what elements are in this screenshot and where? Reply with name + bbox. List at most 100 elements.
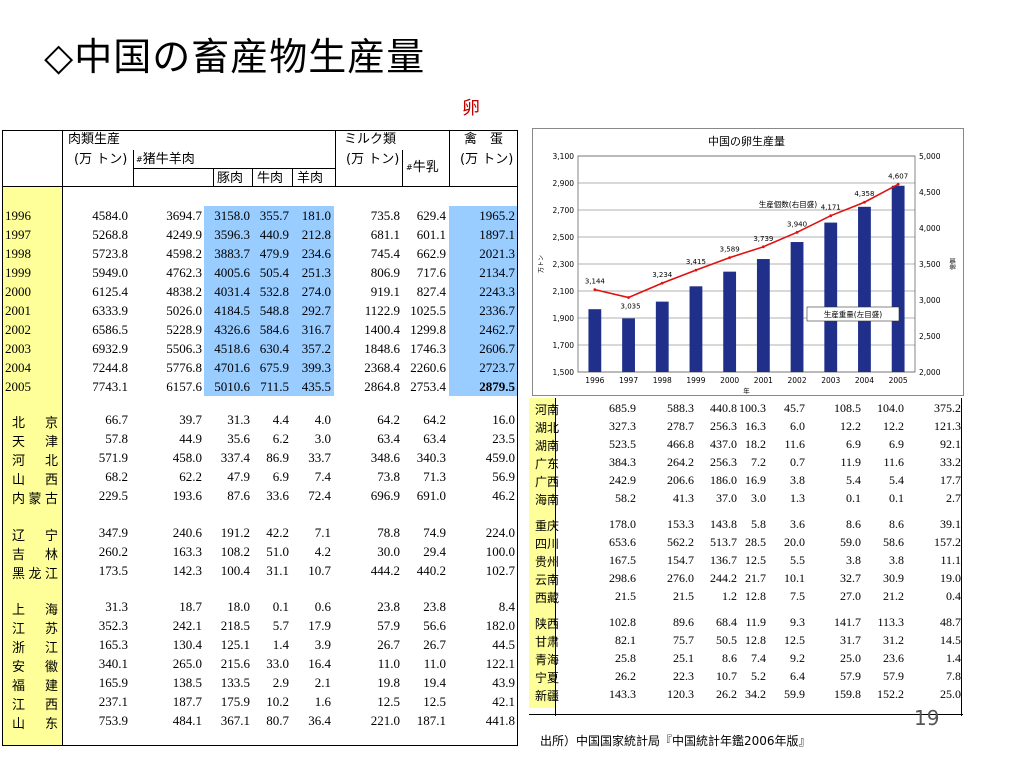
table-cell: 36.4 — [308, 713, 331, 728]
table-cell: 2368.4 — [364, 360, 400, 375]
table-cell: 630.4 — [259, 341, 289, 356]
table-cell: 102.8 — [609, 615, 636, 629]
row-label: 海南 — [535, 493, 560, 507]
row-label: 安徽 — [12, 659, 58, 674]
table-cell: 6333.9 — [92, 303, 128, 318]
row-label: 山西 — [12, 472, 58, 487]
right-table: 河南 685.9 588.3 440.8 100.3 45.7 108.5 104.0 375.… — [529, 398, 963, 716]
table-cell: 2134.7 — [479, 265, 515, 280]
row-label: 青海 — [535, 653, 560, 667]
data-label: 4,607 — [888, 172, 908, 180]
x-tick-label: 1997 — [619, 376, 638, 385]
table-cell: 399.3 — [301, 360, 331, 375]
table-cell: 0.1 — [272, 599, 289, 614]
table-cell: 1.4 — [946, 651, 961, 665]
bar — [689, 286, 703, 372]
table-row: 陕西 102.8 89.6 68.4 11.9 9.3 141.7 113.3 48.7 — [529, 614, 963, 632]
table-cell: 130.4 — [172, 637, 202, 652]
row-label: 山东 — [12, 716, 58, 731]
chart-title: 中国の卵生産量 — [708, 134, 785, 148]
table-cell: 63.4 — [377, 431, 400, 446]
x-tick-label: 1998 — [653, 376, 672, 385]
bar — [655, 301, 669, 372]
row-label: 1999 — [5, 265, 31, 280]
table-cell: 437.0 — [710, 437, 737, 451]
table-cell: 56.9 — [492, 469, 515, 484]
table-cell: 187.1 — [416, 713, 446, 728]
table-cell: 711.5 — [260, 379, 289, 394]
milk-unit: (万 トン) — [346, 152, 400, 167]
line-point — [896, 182, 900, 186]
table-cell: 66.7 — [105, 412, 128, 427]
table-cell: 39.7 — [179, 412, 202, 427]
table-cell: 20.0 — [784, 535, 805, 549]
row-label: 2001 — [5, 303, 31, 318]
table-cell: 120.3 — [667, 687, 694, 701]
table-cell: 10.1 — [784, 571, 805, 585]
table-cell: 4326.6 — [214, 322, 250, 337]
table-cell: 22.3 — [673, 669, 694, 683]
y-left-tick-label: 2,500 — [553, 233, 575, 242]
table-cell: 675.9 — [259, 360, 289, 375]
table-cell: 562.2 — [667, 535, 694, 549]
y-left-axis-label: 万トン — [538, 255, 545, 273]
table-cell: 51.0 — [266, 544, 289, 559]
table-cell: 11.0 — [377, 656, 400, 671]
table-row: 新疆 143.3 120.3 26.2 34.2 59.9 159.8 152.2 25.0 — [529, 686, 963, 704]
bar-series-label: 生産重量(左目盛) — [824, 309, 882, 319]
table-cell: 367.1 — [220, 713, 250, 728]
row-label: 上海 — [12, 602, 58, 617]
table-cell: 2336.7 — [479, 303, 515, 318]
table-row: 广西 242.9 206.6 186.0 16.9 3.8 5.4 5.4 17.7 — [529, 472, 963, 490]
table-row: 青海 25.8 25.1 8.6 7.4 9.2 25.0 23.6 1.4 — [529, 650, 963, 668]
table-cell: 206.6 — [667, 473, 694, 487]
table-cell: 696.9 — [370, 488, 400, 503]
table-cell: 484.1 — [172, 713, 202, 728]
table-cell: 57.9 — [377, 618, 400, 633]
table-cell: 264.2 — [667, 455, 694, 469]
row-label: 江苏 — [12, 621, 58, 636]
line-point — [795, 230, 799, 234]
x-axis-label: 年 — [743, 386, 750, 395]
table-cell: 4584.0 — [92, 208, 128, 223]
slide-title: ◇中国の畜産物生産量 — [44, 35, 426, 79]
pig-cattle-sheep-header: 猪牛羊肉 — [142, 152, 195, 167]
table-cell: 292.7 — [301, 303, 331, 318]
table-cell: 3.0 — [751, 491, 766, 505]
table-cell: 74.9 — [423, 525, 446, 540]
table-cell: 34.2 — [745, 687, 766, 701]
table-cell: 182.0 — [485, 618, 515, 633]
table-cell: 1.2 — [722, 589, 737, 603]
table-cell: 167.5 — [609, 553, 636, 567]
table-cell: 16.0 — [492, 412, 515, 427]
row-label: 1998 — [5, 246, 31, 261]
table-cell: 30.0 — [377, 544, 400, 559]
table-cell: 3.9 — [314, 637, 331, 652]
table-cell: 0.1 — [889, 491, 904, 505]
table-row: 西藏 21.5 21.5 1.2 12.8 7.5 27.0 21.2 0.4 — [529, 588, 963, 606]
table-row: 2002 6586.5 5228.9 4326.6 584.6 316.7 1400.4 12… — [2, 320, 517, 339]
table-cell: 152.2 — [877, 687, 904, 701]
table-cell: 19.8 — [377, 675, 400, 690]
table-cell: 42.1 — [492, 694, 515, 709]
table-cell: 327.3 — [609, 419, 636, 433]
table-cell: 6.9 — [272, 469, 289, 484]
table-cell: 0.1 — [846, 491, 861, 505]
table-cell: 7244.8 — [92, 360, 128, 375]
data-label: 3,035 — [621, 302, 641, 310]
table-cell: 9.3 — [790, 615, 805, 629]
table-cell: 12.5 — [745, 553, 766, 567]
table-cell: 806.9 — [370, 265, 400, 280]
table-cell: 4.0 — [314, 412, 331, 427]
table-cell: 0.6 — [314, 599, 331, 614]
table-cell: 68.2 — [105, 469, 128, 484]
table-row: 吉林 260.2 163.3 108.2 51.0 4.2 30.0 29.4 100.0 — [2, 542, 517, 562]
table-cell: 7.4 — [314, 469, 331, 484]
table-cell: 44.5 — [492, 637, 515, 652]
table-cell: 47.9 — [227, 469, 250, 484]
table-cell: 513.7 — [710, 535, 737, 549]
table-cell: 11.1 — [940, 553, 961, 567]
table-cell: 691.0 — [416, 488, 446, 503]
table-row: 云南 298.6 276.0 244.2 21.7 10.1 32.7 30.9 19.0 — [529, 570, 963, 588]
table-row: 北京 66.7 39.7 31.3 4.4 4.0 64.2 64.2 16.0 — [2, 410, 517, 430]
